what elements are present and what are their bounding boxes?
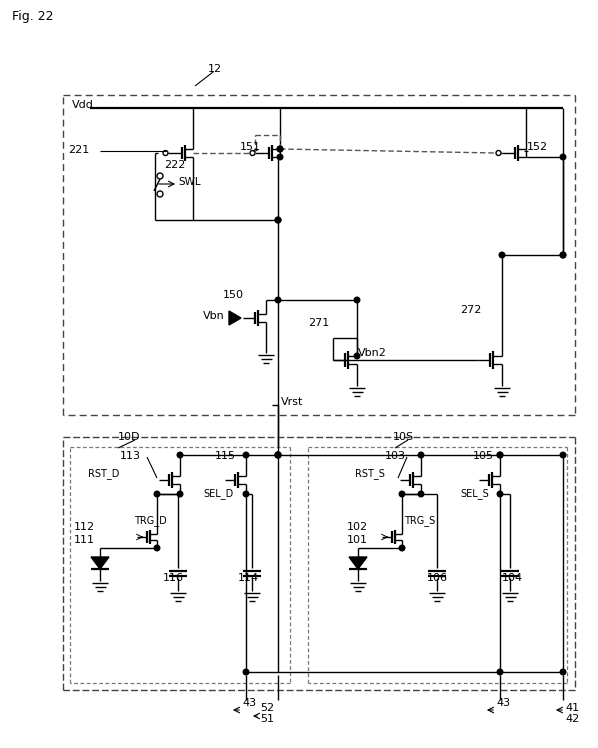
Text: 112: 112: [74, 522, 95, 532]
Text: 41: 41: [565, 703, 579, 713]
Circle shape: [275, 217, 281, 223]
Circle shape: [177, 491, 183, 497]
Text: 42: 42: [565, 714, 579, 724]
Text: 113: 113: [120, 451, 141, 461]
Circle shape: [275, 297, 281, 303]
Text: 152: 152: [527, 142, 548, 152]
Text: SEL_S: SEL_S: [460, 488, 489, 499]
Text: 43: 43: [496, 698, 510, 708]
Circle shape: [560, 453, 566, 458]
Circle shape: [243, 491, 249, 497]
Text: Vbn: Vbn: [203, 311, 225, 321]
Circle shape: [243, 669, 249, 675]
Circle shape: [497, 491, 503, 497]
Circle shape: [497, 669, 503, 675]
Text: Vbn2: Vbn2: [358, 348, 387, 358]
Circle shape: [499, 252, 505, 258]
Circle shape: [275, 453, 281, 458]
Circle shape: [243, 453, 249, 458]
Text: SEL_D: SEL_D: [203, 488, 233, 499]
Text: 10D: 10D: [118, 432, 141, 442]
Text: 102: 102: [347, 522, 368, 532]
Circle shape: [277, 146, 283, 152]
Circle shape: [560, 252, 566, 258]
Text: TRG_S: TRG_S: [404, 515, 435, 526]
Circle shape: [560, 252, 566, 258]
Text: Fig. 22: Fig. 22: [12, 10, 53, 23]
Text: SWL: SWL: [178, 177, 200, 187]
Circle shape: [275, 453, 281, 458]
Text: 115: 115: [215, 451, 236, 461]
Circle shape: [560, 154, 566, 160]
Circle shape: [177, 453, 183, 458]
Text: 111: 111: [74, 535, 95, 545]
Text: Vrst: Vrst: [281, 397, 303, 407]
Circle shape: [154, 491, 160, 497]
Text: 105: 105: [473, 451, 494, 461]
Text: RST_S: RST_S: [355, 468, 385, 479]
Circle shape: [354, 353, 360, 359]
Circle shape: [399, 545, 405, 551]
Text: 221: 221: [68, 145, 89, 155]
Text: 103: 103: [385, 451, 406, 461]
Circle shape: [497, 453, 503, 458]
Text: RST_D: RST_D: [88, 468, 120, 479]
Circle shape: [275, 453, 281, 458]
Text: 271: 271: [308, 318, 329, 328]
Polygon shape: [229, 311, 241, 325]
Circle shape: [275, 453, 281, 458]
Text: 114: 114: [238, 573, 259, 583]
Text: 12: 12: [208, 64, 222, 74]
Text: TRG_D: TRG_D: [134, 515, 167, 526]
Text: 51: 51: [260, 714, 274, 724]
Text: 116: 116: [163, 573, 184, 583]
Circle shape: [560, 669, 566, 675]
Polygon shape: [91, 557, 109, 569]
Text: 43: 43: [242, 698, 256, 708]
Text: 151: 151: [240, 142, 261, 152]
Circle shape: [418, 491, 424, 497]
Text: 104: 104: [502, 573, 523, 583]
Circle shape: [418, 453, 424, 458]
Polygon shape: [349, 557, 367, 569]
Text: 101: 101: [347, 535, 368, 545]
Circle shape: [154, 545, 160, 551]
Text: 106: 106: [427, 573, 448, 583]
Text: 52: 52: [260, 703, 274, 713]
Circle shape: [275, 217, 281, 223]
Text: 272: 272: [460, 305, 481, 315]
Circle shape: [497, 453, 503, 458]
Text: 10S: 10S: [393, 432, 414, 442]
Circle shape: [277, 154, 283, 160]
Text: 150: 150: [223, 290, 244, 300]
Text: Vdd: Vdd: [72, 100, 94, 110]
Circle shape: [354, 297, 360, 303]
Text: 222: 222: [164, 160, 185, 170]
Circle shape: [399, 491, 405, 497]
Circle shape: [277, 146, 283, 152]
